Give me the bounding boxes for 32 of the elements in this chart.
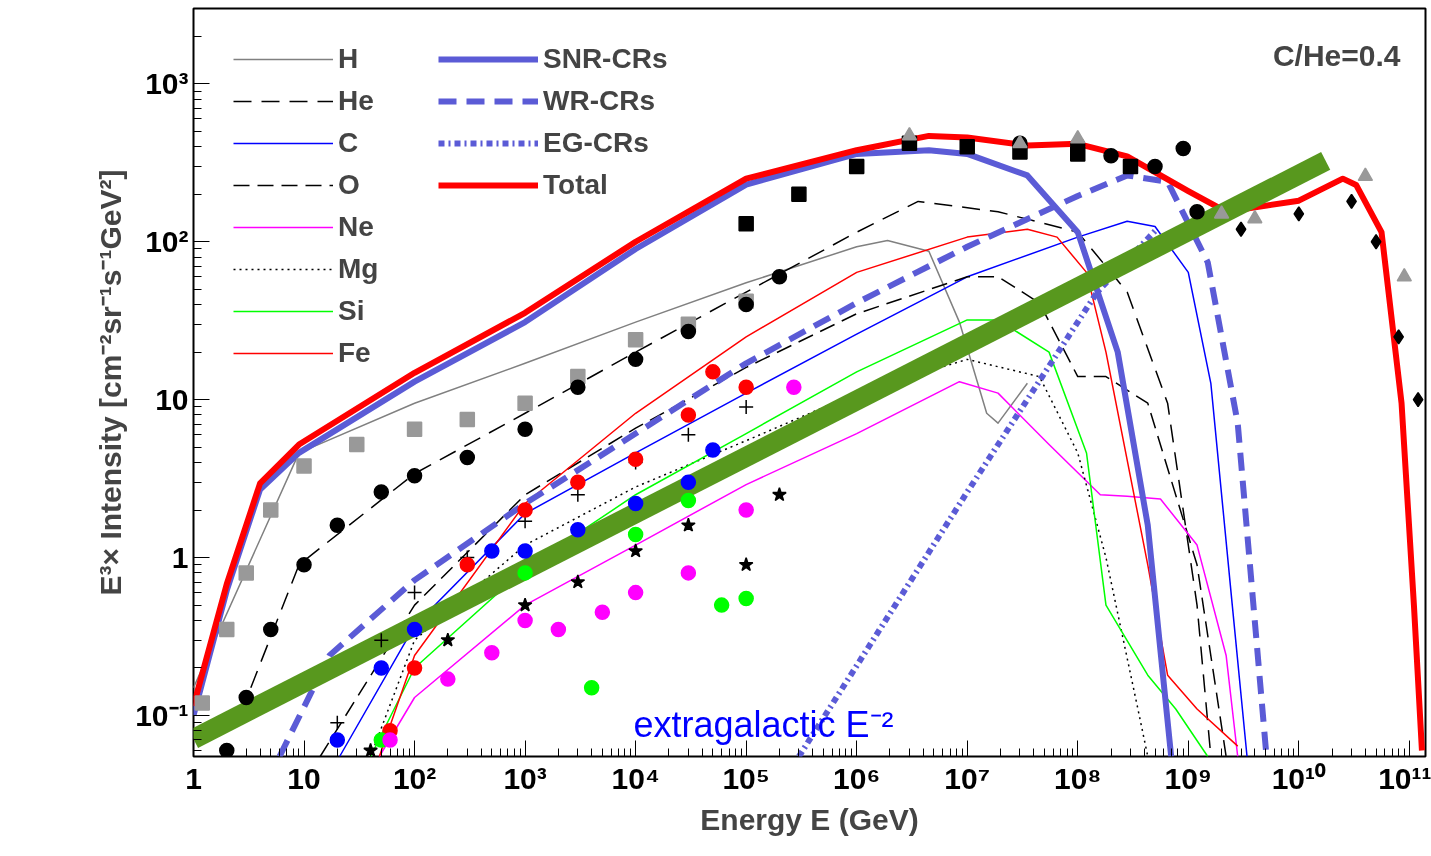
x-tick-label: 10⁸ bbox=[1053, 761, 1102, 795]
x-tick-label: 10¹¹ bbox=[1378, 761, 1431, 795]
legend-label: He bbox=[338, 84, 374, 118]
annotation: C/He=0.4 bbox=[1272, 38, 1401, 72]
x-axis-title: Energy E (GeV) bbox=[700, 802, 919, 836]
legend-label: EG-CRs bbox=[543, 126, 649, 160]
legend-label: C bbox=[338, 126, 359, 160]
x-tick-label: 10 bbox=[287, 761, 321, 795]
y-tick-label: 1 bbox=[171, 541, 189, 575]
annotation: extragalactic E⁻² bbox=[633, 703, 894, 745]
y-tick-label: 10 bbox=[155, 383, 189, 417]
legend-label: SNR-CRs bbox=[543, 42, 668, 76]
legend-label: Mg bbox=[338, 252, 379, 286]
legend-label: Total bbox=[543, 168, 608, 202]
x-tick-label: 10⁵ bbox=[722, 761, 770, 795]
y-tick-label: 10³ bbox=[145, 67, 189, 101]
legend-label: H bbox=[338, 42, 359, 76]
legend-label: Fe bbox=[338, 336, 371, 370]
x-tick-label: 10⁷ bbox=[944, 761, 991, 795]
x-tick-label: 10⁶ bbox=[833, 761, 881, 795]
x-tick-label: 10³ bbox=[503, 761, 547, 795]
y-axis-title: E³× Intensity [cm⁻²sr⁻¹s⁻¹GeV²] bbox=[94, 169, 128, 596]
legend-label: WR-CRs bbox=[543, 84, 655, 118]
legend-label: Si bbox=[338, 294, 365, 328]
x-tick-label: 10⁹ bbox=[1164, 761, 1213, 795]
y-tick-label: 10² bbox=[145, 225, 189, 259]
x-tick-label: 10² bbox=[392, 761, 437, 795]
legend-label: Ne bbox=[338, 210, 374, 244]
x-tick-label: 10¹⁰ bbox=[1271, 761, 1326, 795]
y-tick-label: 10⁻¹ bbox=[135, 699, 189, 732]
x-tick-label: 10⁴ bbox=[611, 761, 660, 795]
legend-label: O bbox=[338, 168, 360, 202]
